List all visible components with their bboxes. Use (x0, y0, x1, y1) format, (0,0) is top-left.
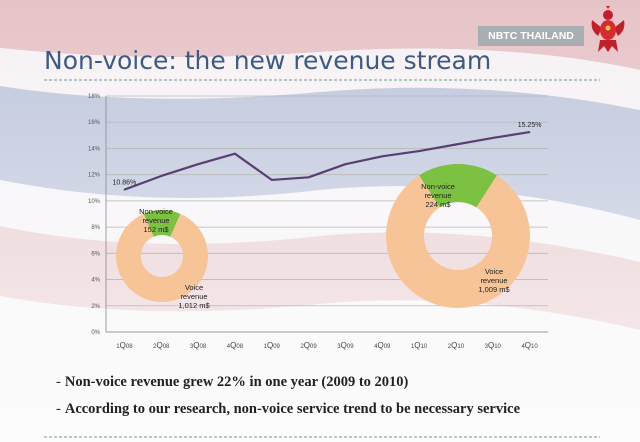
donut-slice-voice (116, 213, 208, 302)
x-tick-label: 4Q09 (374, 341, 391, 350)
data-label: 15.25% (518, 122, 542, 129)
data-point (307, 176, 310, 179)
donut-slice-non-voice (143, 210, 181, 237)
garuda-emblem-icon (591, 6, 625, 52)
data-point (418, 150, 420, 152)
org-badge: NBTC THAILAND (478, 26, 584, 46)
y-tick-label: 4% (91, 278, 100, 284)
x-tick-label: 2Q09 (300, 341, 317, 350)
page-title: Non-voice: the new revenue stream (44, 46, 492, 75)
data-point (160, 175, 163, 177)
data-point (528, 131, 531, 133)
slice-label: Voice revenue 1,009 m$ (478, 267, 510, 294)
y-tick-label: 12% (88, 173, 101, 179)
x-tick-label: 2Q10 (448, 341, 465, 350)
data-point (381, 155, 384, 158)
donut-slice-voice (385, 175, 530, 308)
data-label: 10.86% (113, 180, 137, 187)
y-tick-label: 8% (91, 225, 100, 231)
bullet-text-2: According to our research, non-voice ser… (64, 401, 521, 417)
y-tick-label: 6% (91, 251, 100, 257)
data-point (455, 143, 457, 146)
data-point (344, 163, 347, 165)
y-tick-label: 14% (88, 146, 101, 152)
data-point (234, 152, 236, 155)
bullet-text-1: Non-voice revenue grew 22% in one year (… (64, 374, 409, 390)
x-tick-label: 3Q09 (337, 341, 354, 350)
slice-label: Voice revenue 1,012 m$ (178, 283, 210, 310)
data-point (270, 179, 273, 181)
bullet-point-2: - According to our research, non-voice se… (56, 401, 521, 417)
x-tick-label: 2Q08 (153, 341, 170, 350)
x-tick-label: 1Q10 (411, 341, 428, 350)
series-line (124, 130, 530, 191)
y-tick-label: 18% (88, 94, 101, 100)
x-tick-label: 4Q08 (227, 341, 244, 350)
x-tick-label: 3Q10 (485, 341, 502, 350)
data-point (197, 163, 199, 165)
x-tick-label: 1Q09 (264, 341, 281, 350)
x-tick-label: 1Q08 (116, 341, 133, 350)
y-tick-label: 0% (91, 330, 100, 336)
y-tick-label: 10% (88, 199, 101, 205)
y-tick-label: 16% (88, 120, 101, 126)
y-tick-label: 2% (91, 304, 100, 310)
slice-label: Non-voice revenue 152 m$ (139, 207, 173, 234)
data-point (491, 137, 494, 139)
x-tick-label: 4Q10 (521, 341, 538, 350)
bullet-point-1: - Non-voice revenue grew 22% in one year … (56, 374, 409, 390)
slice-label: Non-voice revenue 224 m$ (421, 182, 455, 209)
data-point (123, 188, 126, 191)
donut-slice-non-voice (419, 164, 497, 208)
x-tick-label: 3Q08 (190, 341, 207, 350)
